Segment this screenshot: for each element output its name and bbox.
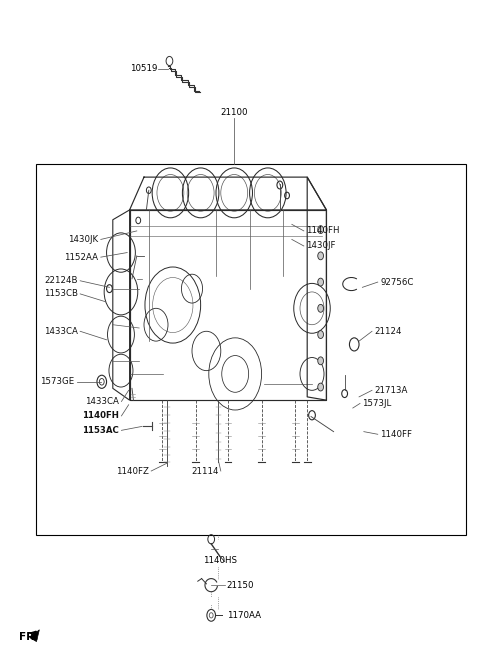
Text: 1153AC: 1153AC	[82, 426, 119, 435]
Circle shape	[318, 357, 324, 365]
Text: 1573GE: 1573GE	[40, 377, 74, 386]
Text: 1152AA: 1152AA	[64, 253, 98, 262]
Circle shape	[318, 252, 324, 260]
Text: 1140FZ: 1140FZ	[116, 466, 149, 476]
Text: 1153CB: 1153CB	[44, 289, 78, 298]
Circle shape	[318, 278, 324, 286]
Circle shape	[318, 331, 324, 338]
Text: 21124: 21124	[374, 327, 402, 336]
Text: 1430JK: 1430JK	[68, 235, 98, 244]
Circle shape	[318, 226, 324, 234]
Text: 1433CA: 1433CA	[85, 397, 119, 406]
Text: 1140FF: 1140FF	[380, 430, 412, 439]
Text: 21713A: 21713A	[374, 386, 408, 395]
Text: 21100: 21100	[220, 108, 248, 117]
Text: 10519: 10519	[130, 64, 157, 73]
Text: 1140HS: 1140HS	[203, 556, 237, 565]
Polygon shape	[30, 630, 39, 642]
Text: 21150: 21150	[227, 581, 254, 590]
Circle shape	[318, 383, 324, 391]
Text: 1430JF: 1430JF	[306, 241, 336, 251]
Bar	[36, 164, 466, 535]
Text: 22124B: 22124B	[44, 276, 78, 285]
Text: 1140FH: 1140FH	[306, 226, 340, 236]
Text: 92756C: 92756C	[380, 277, 414, 287]
Circle shape	[318, 304, 324, 312]
Text: 1170AA: 1170AA	[227, 611, 261, 620]
Text: 21114: 21114	[191, 466, 218, 476]
Text: 1573JL: 1573JL	[362, 399, 392, 408]
Text: 1433CA: 1433CA	[44, 327, 78, 336]
Text: 1140FH: 1140FH	[82, 411, 119, 420]
Text: FR.: FR.	[19, 632, 38, 642]
